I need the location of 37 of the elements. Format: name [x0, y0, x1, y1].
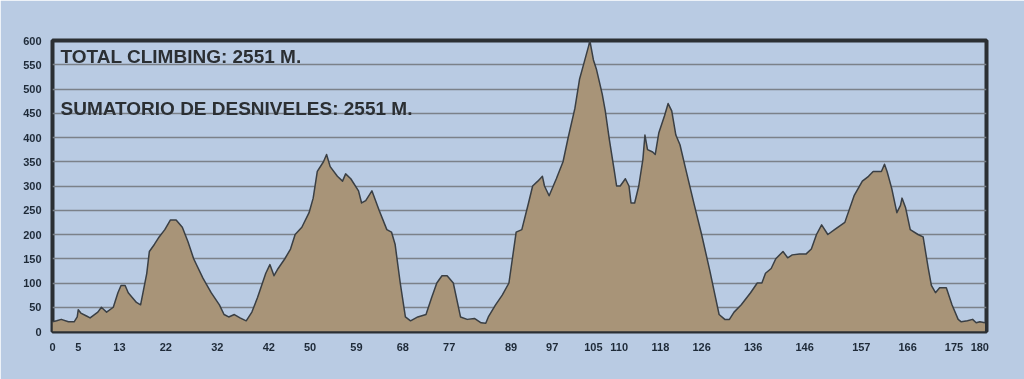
x-tick-label: 118: [651, 340, 670, 353]
annotation: TOTAL CLIMBING: 2551 M.: [60, 45, 302, 67]
x-tick-label: 136: [743, 340, 763, 353]
y-tick-label: 600: [23, 34, 42, 47]
y-tick-label: 500: [23, 83, 42, 95]
y-tick-label: 250: [23, 204, 42, 217]
y-tick-label: 450: [23, 107, 42, 120]
y-tick-label: 200: [23, 228, 42, 241]
x-tick-label: 22: [159, 340, 172, 353]
x-tick-label: 32: [211, 340, 224, 353]
x-tick-label: 126: [692, 340, 711, 353]
x-tick-label: 13: [113, 340, 126, 353]
x-tick-label: 166: [898, 340, 917, 353]
y-tick-label: 300: [23, 180, 42, 192]
x-tick-label: 97: [546, 340, 559, 353]
y-tick-label: 100: [23, 277, 42, 289]
x-tick-label: 110: [610, 340, 629, 353]
annotation: SUMATORIO DE DESNIVELES: 2551 M.: [60, 97, 413, 119]
x-tick-label: 157: [852, 340, 871, 353]
x-tick-label: 59: [350, 340, 363, 353]
x-tick-label: 105: [584, 340, 603, 353]
x-tick-label: 77: [443, 340, 456, 353]
y-tick-label: 350: [23, 155, 42, 168]
x-tick-label: 0: [49, 340, 56, 353]
x-tick-label: 68: [396, 340, 409, 353]
y-tick-label: 50: [29, 301, 42, 314]
x-tick-label: 50: [303, 340, 317, 353]
x-tick-label: 175: [944, 340, 964, 353]
x-tick-label: 5: [75, 340, 82, 353]
y-tick-label: 550: [23, 58, 42, 71]
y-tick-label: 400: [23, 131, 42, 144]
y-tick-label: 150: [23, 252, 42, 265]
x-tick-label: 42: [262, 340, 275, 353]
y-tick-label: 0: [35, 325, 42, 338]
x-tick-label: 146: [795, 340, 814, 353]
x-tick-label: 180: [970, 340, 989, 353]
x-tick-label: 89: [504, 340, 518, 353]
